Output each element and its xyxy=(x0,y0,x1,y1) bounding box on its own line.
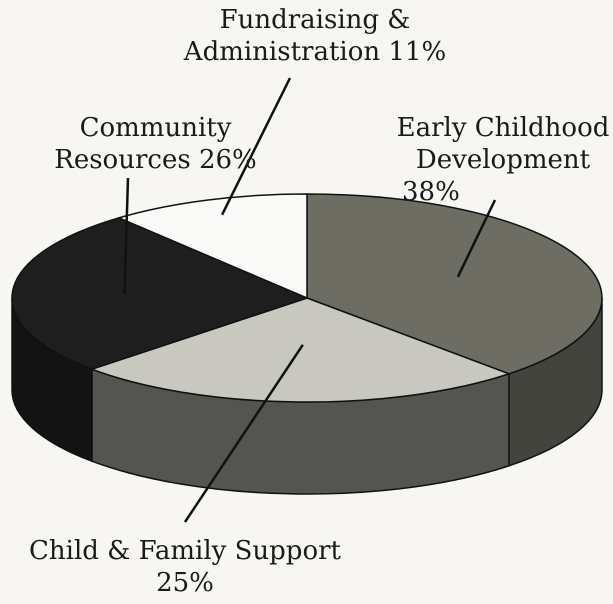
label-fundraising-line-1: Fundraising & xyxy=(219,5,411,35)
pie-slice-fundraising-administration xyxy=(116,193,308,300)
pie-slice-community-resources xyxy=(11,217,310,370)
leader-line-early-childhood-development xyxy=(456,199,497,278)
label-early-childhood-line-2: Development xyxy=(415,145,591,175)
label-fundraising-line-2: Administration 11% xyxy=(183,37,447,67)
label-early-childhood-line-3: 38% xyxy=(402,177,460,207)
pie-slice-early-childhood-development xyxy=(306,193,603,375)
label-community-line-2: Resources 26% xyxy=(54,145,257,175)
label-early-childhood: Early Childhood Development 38% xyxy=(394,112,612,208)
leader-line-child-family-support xyxy=(183,344,304,523)
label-child-family-line-2: 25% xyxy=(156,568,214,598)
leader-line-fundraising-administration xyxy=(220,77,292,216)
label-early-childhood-line-1: Early Childhood xyxy=(396,113,610,143)
leader-line-community-resources xyxy=(123,177,130,294)
label-community-line-1: Community xyxy=(79,113,232,143)
label-child-family: Child & Family Support 25% xyxy=(20,535,350,599)
label-community: Community Resources 26% xyxy=(48,112,263,176)
label-child-family-line-1: Child & Family Support xyxy=(29,536,341,566)
label-fundraising: Fundraising & Administration 11% xyxy=(180,4,450,68)
